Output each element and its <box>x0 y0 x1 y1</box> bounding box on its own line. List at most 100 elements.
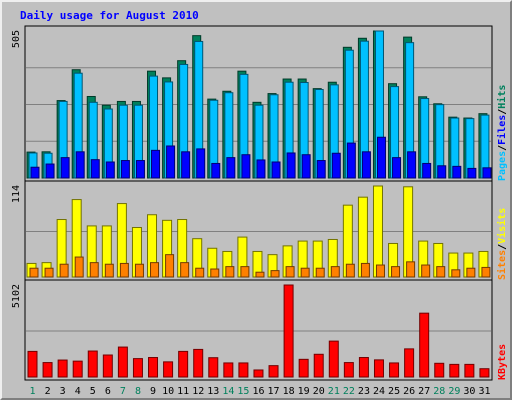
bar-kbytes-day-15 <box>238 362 249 378</box>
panel-max-label: 505 <box>11 30 22 48</box>
bar-pages-day-19 <box>301 154 311 179</box>
bar-kbytes-day-20 <box>313 353 324 378</box>
bar-sites-day-21 <box>330 266 340 278</box>
bar-sites-day-14 <box>225 266 235 278</box>
bar-sites-day-26 <box>406 261 416 278</box>
legend-visits: Visits <box>496 208 508 244</box>
bar-kbytes-day-13 <box>208 357 219 378</box>
bar-pages-day-17 <box>271 161 281 179</box>
day-label-10: 10 <box>162 386 174 397</box>
bar-sites-day-27 <box>421 264 431 278</box>
bar-sites-day-17 <box>270 270 280 278</box>
bar-sites-day-28 <box>436 266 446 278</box>
day-label-21: 21 <box>328 386 340 397</box>
bar-pages-day-12 <box>196 148 206 179</box>
bar-kbytes-day-28 <box>434 362 445 378</box>
legend-kbytes: KBytes <box>497 344 508 380</box>
bar-pages-day-2 <box>45 163 55 179</box>
bar-sites-day-19 <box>300 267 310 278</box>
panel-legend: KBytes <box>497 344 508 380</box>
bar-pages-day-8 <box>135 160 145 179</box>
bar-sites-day-11 <box>180 262 190 278</box>
bar-pages-day-14 <box>226 157 236 179</box>
bar-sites-day-8 <box>134 263 144 278</box>
bar-sites-day-13 <box>210 268 220 278</box>
bar-kbytes-day-31 <box>479 368 490 378</box>
bar-kbytes-day-16 <box>253 369 264 378</box>
day-label-26: 26 <box>403 386 415 397</box>
panel-legend: Pages/Files/Hits <box>496 85 508 181</box>
bar-kbytes-day-23 <box>358 357 369 378</box>
legend-hits: Hits <box>496 85 508 109</box>
bar-kbytes-day-9 <box>148 357 159 378</box>
legend-sites: Sites <box>496 250 508 280</box>
bar-pages-day-15 <box>241 154 251 179</box>
bar-pages-day-25 <box>392 157 402 179</box>
bar-sites-day-9 <box>150 262 160 278</box>
bar-kbytes-day-7 <box>117 346 128 378</box>
bar-pages-day-21 <box>331 152 341 179</box>
chart-title: Daily usage for August 2010 <box>20 9 199 22</box>
bar-kbytes-day-11 <box>178 350 189 378</box>
bar-kbytes-day-8 <box>132 358 143 378</box>
bar-kbytes-day-17 <box>268 365 279 378</box>
day-label-30: 30 <box>463 386 475 397</box>
legend-pages: Pages <box>497 151 508 181</box>
bar-sites-day-25 <box>391 266 401 278</box>
bar-pages-day-1 <box>30 166 40 179</box>
bar-pages-day-16 <box>256 159 266 179</box>
bar-sites-day-2 <box>44 267 54 278</box>
bar-pages-day-7 <box>120 160 130 179</box>
bar-sites-day-5 <box>89 262 99 278</box>
bar-pages-day-13 <box>211 162 221 179</box>
bar-pages-day-10 <box>166 145 176 179</box>
bar-pages-day-28 <box>437 165 447 179</box>
bar-kbytes-day-12 <box>193 348 204 378</box>
bar-sites-day-7 <box>119 262 129 278</box>
bar-sites-day-23 <box>360 262 370 278</box>
day-label-3: 3 <box>60 386 66 397</box>
bar-kbytes-day-29 <box>449 363 460 378</box>
bar-pages-day-24 <box>376 136 386 179</box>
bar-kbytes-day-27 <box>419 312 430 378</box>
bar-sites-day-12 <box>195 267 205 278</box>
bar-sites-day-1 <box>29 267 39 278</box>
legend-slash: / <box>497 109 508 115</box>
bar-pages-day-27 <box>422 162 432 179</box>
day-label-22: 22 <box>343 386 355 397</box>
day-label-4: 4 <box>75 386 81 397</box>
day-label-9: 9 <box>150 386 156 397</box>
day-label-1: 1 <box>30 386 36 397</box>
bar-kbytes-day-25 <box>389 362 400 378</box>
panel-max-label: 5102 <box>11 284 22 308</box>
day-label-13: 13 <box>207 386 219 397</box>
bar-pages-day-11 <box>181 151 191 179</box>
panel-max-label: 114 <box>11 185 22 203</box>
bar-sites-day-16 <box>255 271 265 278</box>
bar-sites-day-15 <box>240 266 250 278</box>
day-label-19: 19 <box>298 386 310 397</box>
bar-kbytes-day-19 <box>298 358 309 378</box>
bar-visits-day-24 <box>372 185 383 278</box>
bar-sites-day-4 <box>74 256 84 278</box>
bar-pages-day-22 <box>346 142 356 179</box>
day-label-18: 18 <box>283 386 295 397</box>
day-label-25: 25 <box>388 386 400 397</box>
bar-sites-day-3 <box>59 263 69 278</box>
bar-kbytes-day-2 <box>42 362 53 378</box>
bar-pages-day-20 <box>316 160 326 179</box>
day-label-11: 11 <box>177 386 189 397</box>
panel-legend: Sites/Visits <box>496 208 508 280</box>
bar-pages-day-6 <box>105 161 115 179</box>
day-label-15: 15 <box>237 386 249 397</box>
day-label-23: 23 <box>358 386 370 397</box>
bar-pages-day-4 <box>75 151 85 179</box>
bar-kbytes-day-5 <box>87 350 98 378</box>
bar-kbytes-day-10 <box>163 361 174 378</box>
day-label-20: 20 <box>313 386 325 397</box>
bar-kbytes-day-3 <box>57 359 68 378</box>
bar-sites-day-22 <box>345 263 355 278</box>
bar-kbytes-day-6 <box>102 354 113 378</box>
bar-kbytes-day-18 <box>283 284 294 378</box>
